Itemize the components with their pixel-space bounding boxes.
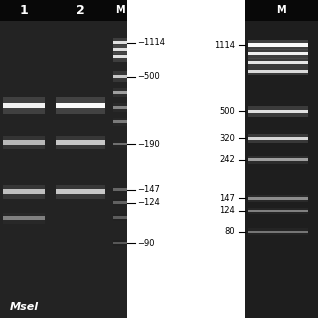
Bar: [3, 213, 45, 224]
Bar: [248, 231, 308, 233]
Bar: [248, 210, 308, 212]
Bar: [113, 41, 127, 45]
Bar: [248, 58, 308, 67]
Bar: [248, 67, 308, 75]
Text: 242: 242: [219, 155, 235, 164]
Bar: [248, 61, 308, 65]
Text: 147: 147: [219, 194, 235, 203]
Text: M: M: [115, 5, 125, 15]
Bar: [56, 185, 105, 198]
Bar: [248, 158, 308, 161]
Bar: [113, 188, 127, 191]
Bar: [56, 97, 105, 114]
Bar: [248, 43, 308, 47]
Bar: [113, 45, 127, 54]
Bar: [113, 75, 127, 78]
Bar: [0, 21, 127, 318]
Bar: [56, 189, 105, 194]
Bar: [113, 121, 127, 123]
Bar: [248, 228, 308, 235]
Bar: [113, 216, 127, 219]
Bar: [248, 197, 308, 200]
Bar: [245, 21, 318, 318]
Bar: [3, 136, 45, 149]
Bar: [113, 71, 127, 82]
Bar: [56, 140, 105, 145]
Bar: [127, 0, 204, 318]
Bar: [248, 137, 308, 140]
Bar: [113, 118, 127, 126]
Bar: [248, 52, 308, 56]
Text: −147: −147: [137, 185, 160, 194]
Text: 1: 1: [19, 4, 28, 17]
Text: −90: −90: [137, 238, 154, 248]
Bar: [3, 185, 45, 198]
Text: M: M: [277, 5, 286, 15]
Bar: [248, 208, 308, 214]
Bar: [3, 189, 45, 194]
Bar: [56, 103, 105, 108]
Text: 2: 2: [76, 4, 85, 17]
Text: −500: −500: [137, 72, 160, 81]
Text: 124: 124: [219, 206, 235, 216]
Bar: [113, 91, 127, 94]
Bar: [56, 136, 105, 149]
Bar: [113, 103, 127, 112]
Bar: [113, 202, 127, 204]
Text: −190: −190: [137, 140, 160, 149]
Bar: [0, 0, 127, 21]
Text: −124: −124: [137, 198, 160, 207]
Bar: [113, 143, 127, 145]
Bar: [248, 106, 308, 117]
Bar: [113, 106, 127, 109]
Bar: [248, 110, 308, 113]
Bar: [248, 40, 308, 50]
Bar: [245, 0, 318, 21]
Bar: [3, 103, 45, 108]
Bar: [113, 55, 127, 59]
Text: 500: 500: [219, 107, 235, 116]
Bar: [113, 140, 127, 148]
Bar: [113, 88, 127, 97]
Text: Msel: Msel: [10, 302, 39, 312]
Bar: [248, 49, 308, 59]
Bar: [248, 70, 308, 73]
Bar: [3, 140, 45, 145]
Bar: [113, 199, 127, 206]
Bar: [113, 52, 127, 61]
Text: 1114: 1114: [214, 41, 235, 50]
Text: 80: 80: [225, 227, 235, 236]
Bar: [113, 38, 127, 48]
Bar: [3, 217, 45, 220]
Bar: [3, 97, 45, 114]
Text: 320: 320: [219, 134, 235, 142]
Bar: [248, 134, 308, 143]
Bar: [113, 48, 127, 51]
Bar: [113, 240, 127, 246]
Text: M: M: [130, 5, 140, 15]
Bar: [113, 242, 127, 244]
Bar: [248, 156, 308, 164]
Text: −1114: −1114: [137, 38, 165, 47]
Bar: [113, 186, 127, 193]
Bar: [113, 214, 127, 221]
Bar: [248, 195, 308, 202]
